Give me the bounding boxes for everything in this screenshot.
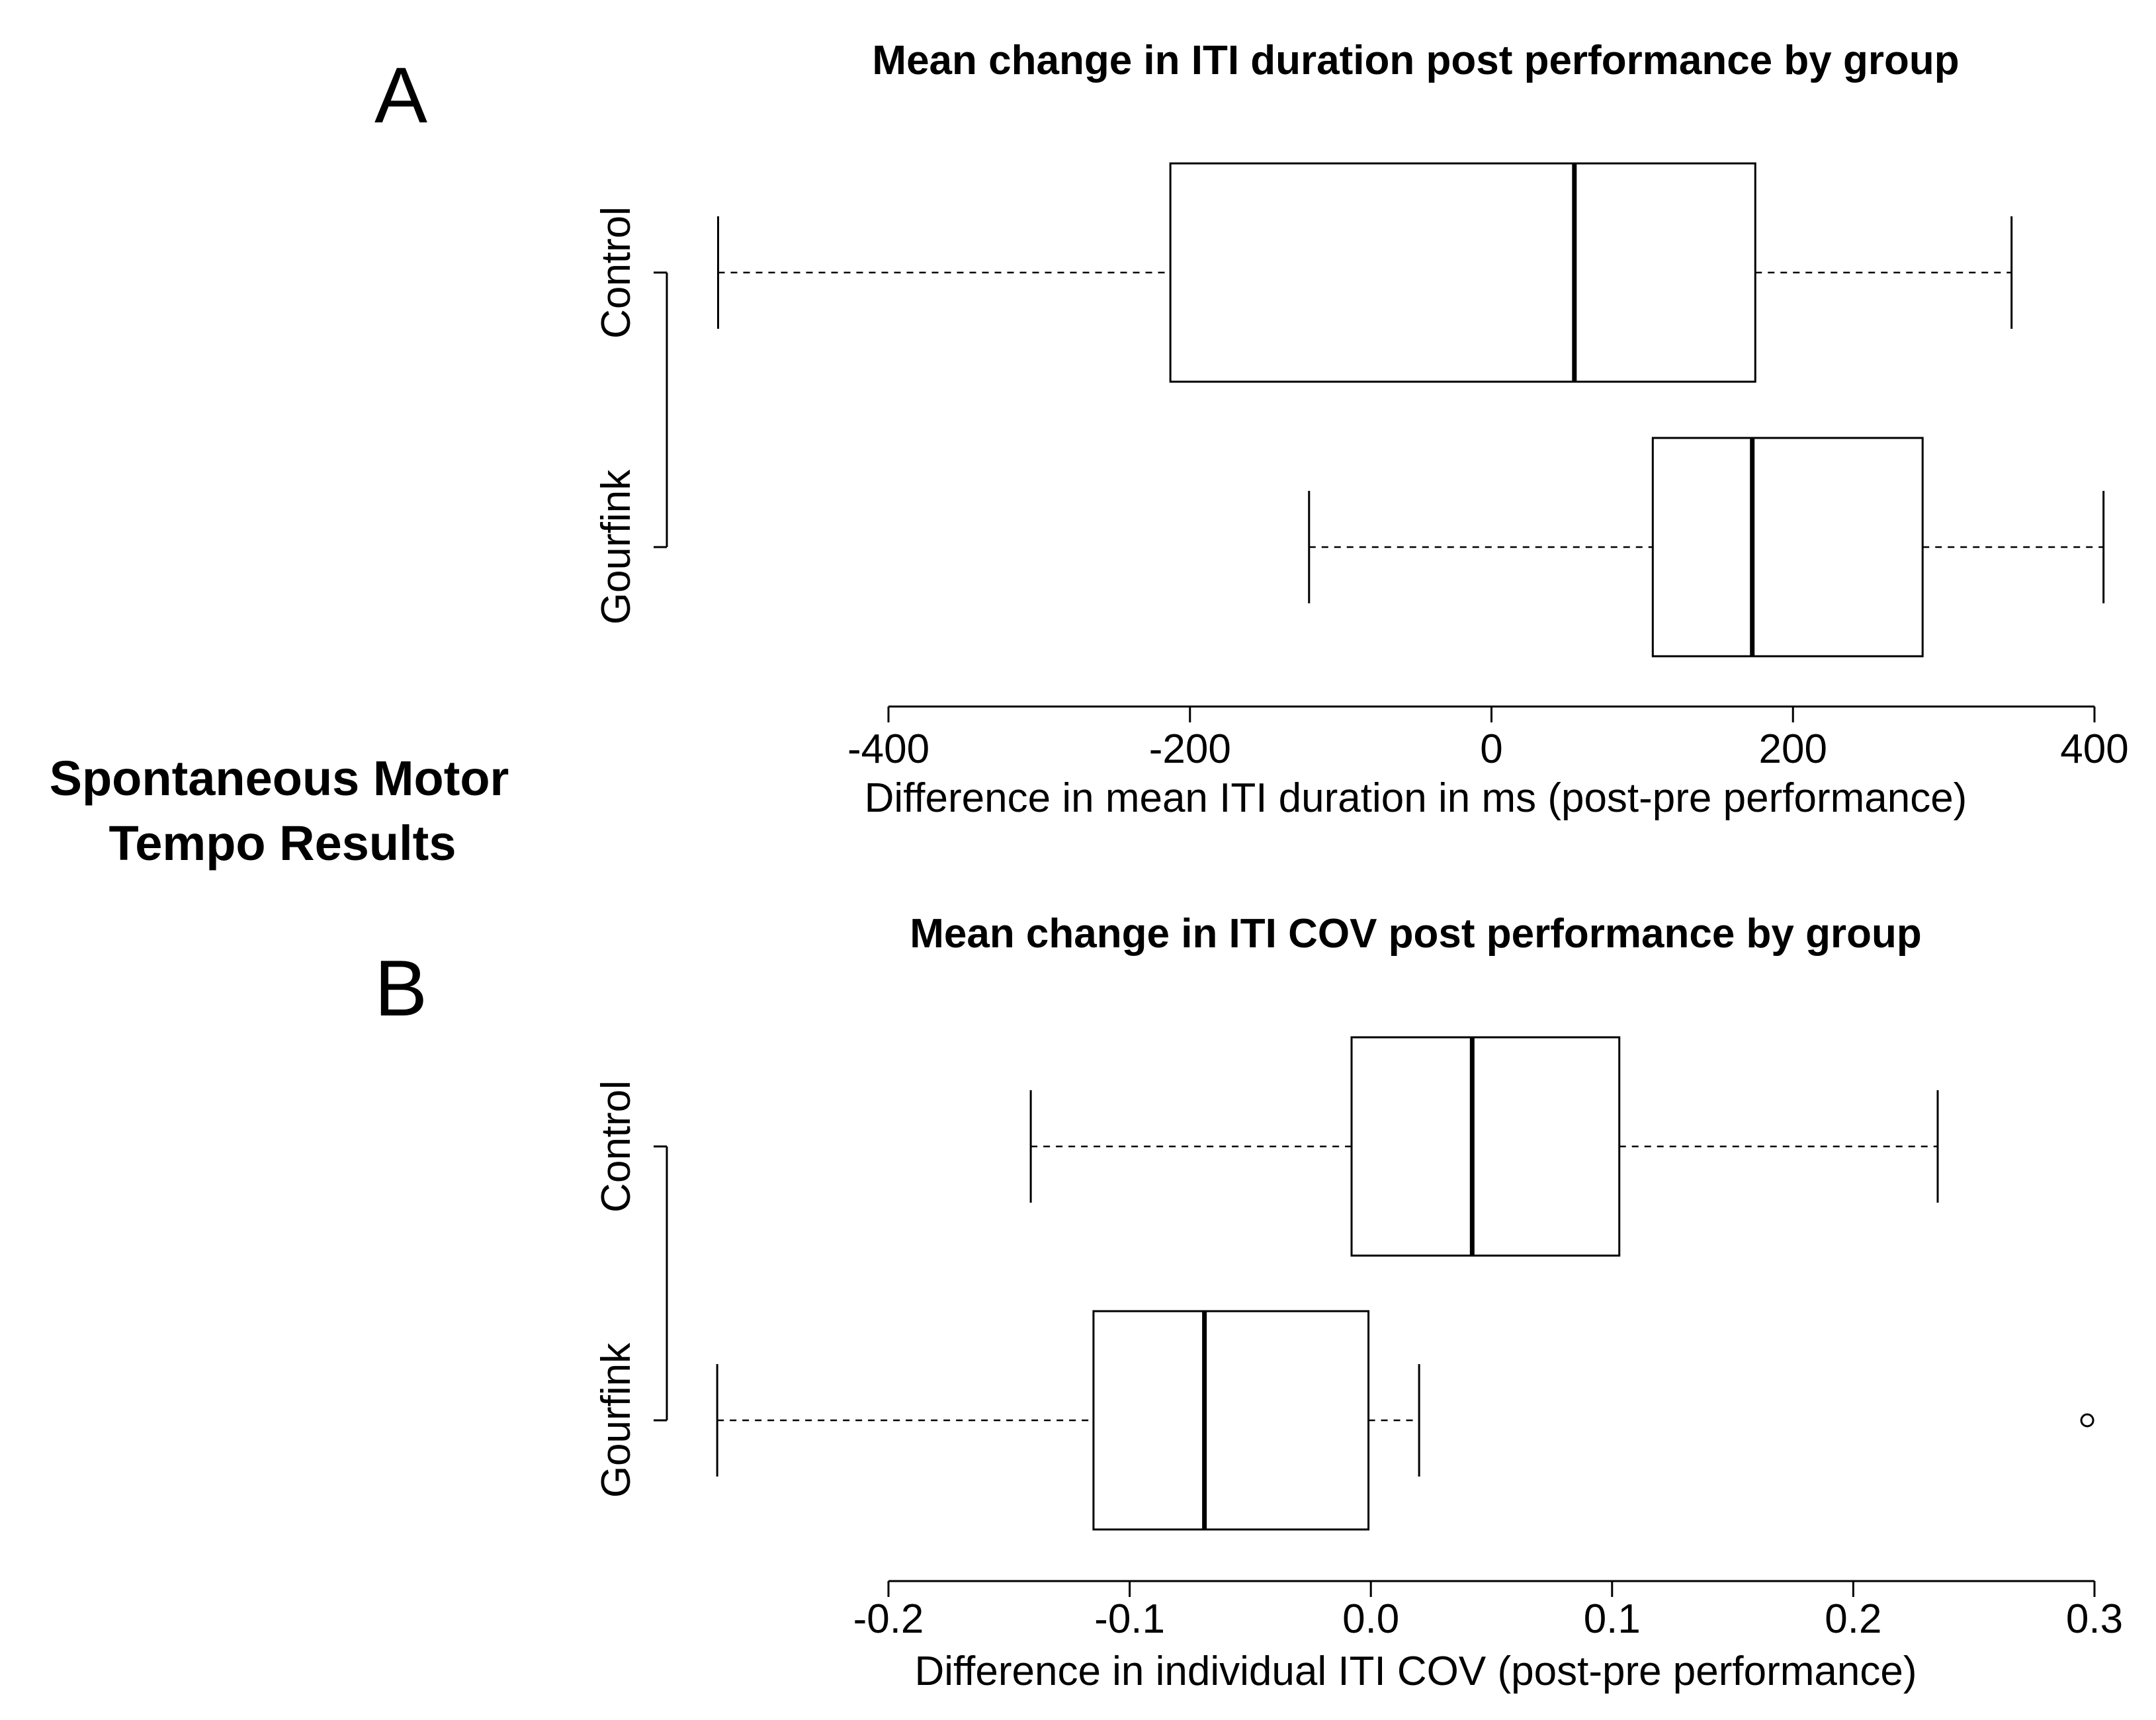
x-axis-label: Difference in mean ITI duration in ms (p…	[865, 775, 1967, 821]
chart-b: Mean change in ITI COV post performance …	[593, 911, 2123, 1694]
box-gourfink	[1092, 1310, 1370, 1531]
outlier-point-gourfink	[2080, 1413, 2094, 1428]
x-tick-label: 0.0	[1342, 1596, 1399, 1642]
group-label-control: Control	[593, 1080, 639, 1213]
x-tick-label: 0.3	[2066, 1596, 2123, 1642]
panel-a-letter: A	[374, 51, 427, 140]
x-tick-label: -200	[1149, 726, 1231, 772]
chart-title: Mean change in ITI duration post perform…	[872, 38, 1959, 83]
x-tick-label: -0.2	[853, 1596, 924, 1642]
x-tick-label: 200	[1759, 726, 1827, 772]
chart-title: Mean change in ITI COV post performance …	[910, 911, 1922, 957]
x-tick-label: 0.2	[1825, 1596, 1881, 1642]
x-tick-label: 400	[2060, 726, 2128, 772]
x-tick-label: -0.1	[1094, 1596, 1165, 1642]
group-label-control: Control	[593, 206, 639, 339]
x-tick-label: 0	[1480, 726, 1502, 772]
group-label-gourfink: Gourfink	[593, 469, 639, 624]
panel-b-letter: B	[374, 944, 427, 1033]
group-label-gourfink: Gourfink	[593, 1342, 639, 1498]
side-title-line2: Tempo Results	[109, 816, 456, 871]
side-title-line1: Spontaneous Motor	[50, 751, 509, 806]
chart-a: Mean change in ITI duration post perform…	[593, 38, 2129, 821]
x-axis-label: Difference in individual ITI COV (post-p…	[914, 1649, 1917, 1694]
x-tick-label: 0.1	[1584, 1596, 1641, 1642]
box-control	[1169, 162, 1756, 383]
x-tick-label: -400	[847, 726, 929, 772]
box-control	[1350, 1036, 1621, 1257]
box-gourfink	[1651, 437, 1924, 658]
